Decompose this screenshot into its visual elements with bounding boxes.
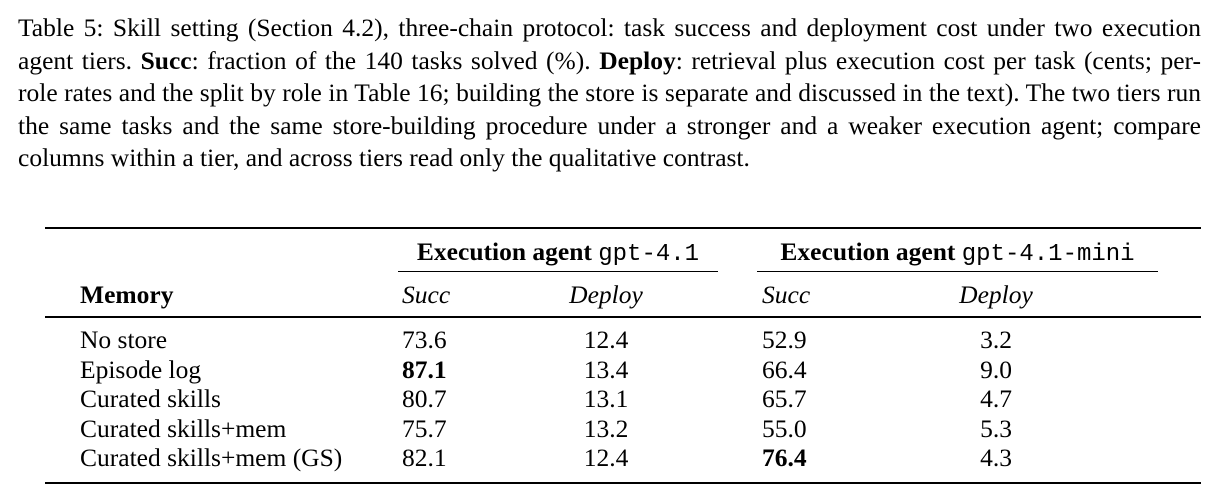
row-label: Curated skills — [80, 384, 221, 413]
row-label: Episode log — [80, 354, 202, 384]
caption-text: : retrieval plus execution cost per task… — [18, 45, 1202, 173]
group-label: Execution agent — [780, 237, 956, 266]
column-header: Succ — [762, 280, 811, 309]
cell: 87.1 — [402, 354, 447, 384]
cell: 13.4 — [583, 354, 629, 384]
cell: 4.3 — [980, 443, 1012, 472]
row-label: No store — [80, 325, 168, 354]
group-header: Execution agent gpt-4.1-mini — [757, 237, 1158, 270]
cell: 55.0 — [762, 413, 807, 443]
column-header: Deploy — [959, 280, 1033, 309]
cell: 76.4 — [762, 443, 807, 472]
cell: 52.9 — [762, 325, 807, 354]
cell: 12.4 — [583, 443, 629, 472]
cell: 13.1 — [583, 384, 629, 413]
table-caption: Table 5: Skill setting (Section 4.2), th… — [18, 12, 1201, 175]
column-header: Succ — [402, 280, 451, 309]
rule — [45, 316, 1201, 318]
cell: 4.7 — [980, 384, 1012, 413]
cell: 65.7 — [762, 384, 807, 413]
model-name: gpt-4.1-mini — [961, 241, 1135, 268]
model-name: gpt-4.1 — [598, 241, 700, 268]
cell: 3.2 — [980, 325, 1012, 354]
caption-text: Deploy — [599, 45, 676, 75]
rule — [398, 271, 718, 272]
rule — [757, 271, 1158, 272]
column-header: Memory — [80, 280, 174, 309]
caption-text: Table 5: Skill setting (Section 4.2), th… — [18, 13, 1201, 75]
cell: 66.4 — [762, 354, 807, 384]
caption-text: Succ — [140, 45, 192, 75]
group-header: Execution agent gpt-4.1 — [398, 237, 718, 270]
cell: 73.6 — [402, 325, 447, 354]
row-label: Curated skills+mem (GS) — [80, 443, 343, 472]
column-header: Deploy — [569, 280, 643, 309]
cell: 9.0 — [980, 354, 1012, 384]
row-label: Curated skills+mem — [80, 413, 287, 443]
cell: 13.2 — [583, 413, 629, 443]
cell: 82.1 — [402, 443, 447, 472]
caption-text: : fraction of the 140 tasks solved (%). — [191, 45, 600, 75]
cell: 75.7 — [402, 413, 447, 443]
group-label: Execution agent — [416, 237, 592, 266]
cell: 80.7 — [402, 384, 447, 413]
rule — [45, 227, 1201, 229]
cell: 5.3 — [980, 413, 1012, 443]
rule — [45, 482, 1201, 484]
cell: 12.4 — [583, 325, 629, 354]
